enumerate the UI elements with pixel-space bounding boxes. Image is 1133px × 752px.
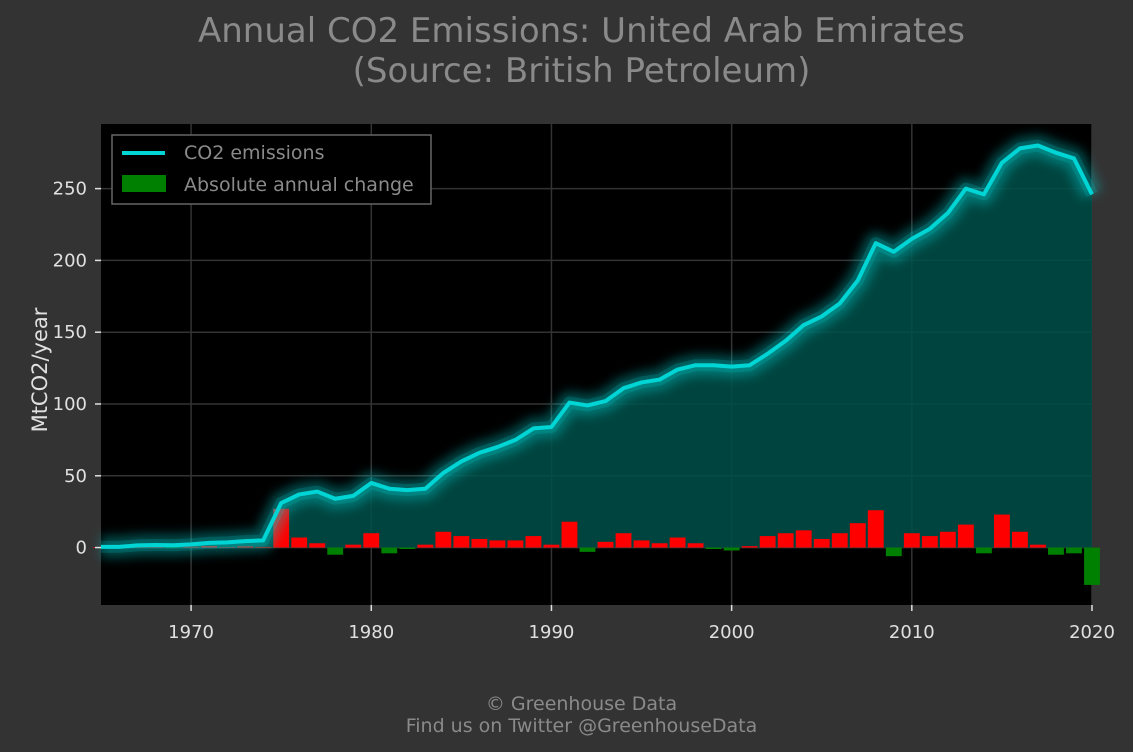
emissions-area <box>101 145 1092 548</box>
y-tick-label-0: 0 <box>76 538 87 559</box>
legend-bar-swatch <box>122 175 166 192</box>
change-bar-2012 <box>939 531 956 548</box>
change-bar-2000 <box>723 547 740 551</box>
change-bar-1978 <box>327 547 344 555</box>
x-tick-label-2020: 2020 <box>1069 622 1115 643</box>
change-bar-1984 <box>435 531 452 548</box>
change-bar-1981 <box>381 547 398 554</box>
change-bar-2002 <box>759 536 776 548</box>
change-bar-1985 <box>453 536 470 548</box>
change-bar-2007 <box>849 523 866 548</box>
change-bar-1991 <box>561 521 578 548</box>
emissions-line <box>101 143 1094 549</box>
change-bar-2015 <box>993 514 1010 548</box>
change-bar-1999 <box>705 547 722 550</box>
change-bar-1998 <box>687 543 704 548</box>
legend-label-co2: CO2 emissions <box>184 142 324 164</box>
x-tick-label-2010: 2010 <box>889 622 935 643</box>
change-bar-1995 <box>633 540 650 548</box>
change-bar-1980 <box>363 533 380 548</box>
footer-credit: © Greenhouse Data <box>485 693 678 715</box>
change-bar-1994 <box>615 533 632 548</box>
x-tick-label-2000: 2000 <box>709 622 755 643</box>
change-bar-1979 <box>345 544 362 548</box>
legend-box <box>111 134 432 205</box>
change-bar-2017 <box>1030 544 1046 548</box>
change-bar-1987 <box>489 540 506 548</box>
y-tick-label-250: 250 <box>53 179 87 200</box>
change-bar-2014 <box>975 547 992 554</box>
y-tick-label-50: 50 <box>64 466 87 487</box>
change-bar-2020 <box>1084 547 1100 585</box>
legend-label-change: Absolute annual change <box>184 174 414 196</box>
legend: CO2 emissions Absolute annual change <box>111 134 432 205</box>
change-bar-2018 <box>1048 547 1064 555</box>
change-bar-2016 <box>1011 531 1028 548</box>
change-bar-2004 <box>795 530 812 548</box>
footer-twitter: Find us on Twitter @GreenhouseData <box>405 715 758 737</box>
change-bar-2019 <box>1066 547 1082 554</box>
change-bar-1989 <box>525 536 542 548</box>
x-tick-label-1970: 1970 <box>168 622 214 643</box>
change-bar-1997 <box>669 537 686 548</box>
x-tick-label-1980: 1980 <box>348 622 394 643</box>
change-bar-1982 <box>399 547 416 550</box>
change-bar-2005 <box>813 538 830 548</box>
change-bar-1990 <box>543 544 560 548</box>
change-bar-2009 <box>885 547 902 557</box>
change-bar-1988 <box>507 540 524 548</box>
change-bar-1986 <box>471 538 488 548</box>
change-bar-2006 <box>831 533 848 548</box>
change-bar-1983 <box>417 544 434 548</box>
change-bar-2010 <box>903 533 920 548</box>
change-bar-1977 <box>309 543 326 548</box>
y-axis-title: MtCO2/year <box>27 307 52 433</box>
change-bar-1976 <box>291 537 308 548</box>
change-bar-1992 <box>579 547 596 552</box>
chart-subtitle: (Source: British Petroleum) <box>352 51 811 91</box>
change-bar-2011 <box>921 536 938 548</box>
change-bar-2001 <box>741 546 758 548</box>
change-bar-2013 <box>957 524 974 548</box>
change-bar-2008 <box>867 510 884 548</box>
change-bar-2003 <box>777 533 794 548</box>
y-tick-label-150: 150 <box>53 322 87 343</box>
y-tick-label-100: 100 <box>53 394 87 415</box>
chart-title: Annual CO2 Emissions: United Arab Emirat… <box>198 11 965 51</box>
x-tick-label-1990: 1990 <box>529 622 575 643</box>
change-bar-1996 <box>651 543 668 548</box>
y-tick-label-200: 200 <box>53 250 87 271</box>
change-bar-1993 <box>597 541 614 548</box>
